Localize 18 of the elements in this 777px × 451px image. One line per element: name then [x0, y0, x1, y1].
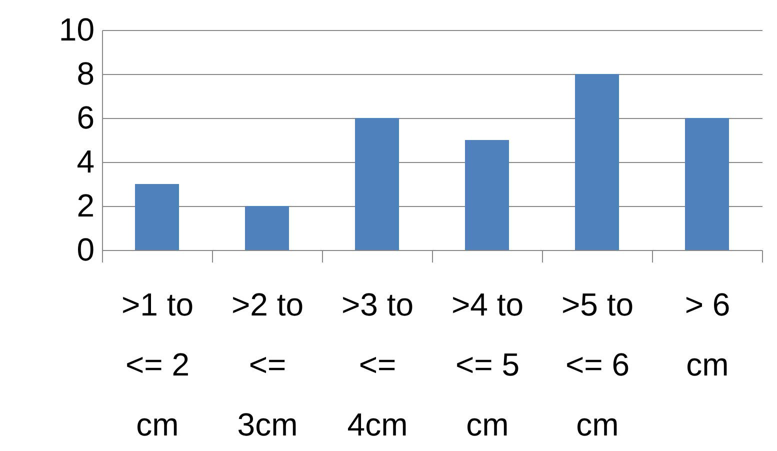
bar	[465, 140, 509, 250]
bar	[685, 118, 729, 250]
bar	[245, 206, 289, 250]
x-tick-label: > 6 cm	[684, 286, 730, 382]
bar	[135, 184, 179, 250]
y-tick-label: 2	[76, 188, 94, 224]
y-tick-label: 4	[76, 144, 94, 180]
y-tick-label: 6	[76, 100, 94, 136]
x-tick-label: >3 to <= 4cm	[341, 286, 414, 442]
bar	[355, 118, 399, 250]
x-tick-label: >1 to <= 2 cm	[121, 286, 194, 442]
y-tick-label: 8	[76, 56, 94, 92]
x-tick-label: >4 to <= 5 cm	[451, 286, 524, 442]
y-tick-label: 10	[58, 12, 94, 48]
x-tick-label: >5 to <= 6 cm	[561, 286, 634, 442]
y-tick-label: 0	[76, 232, 94, 268]
bar	[575, 74, 619, 250]
x-tick-label: >2 to <= 3cm	[231, 286, 304, 442]
